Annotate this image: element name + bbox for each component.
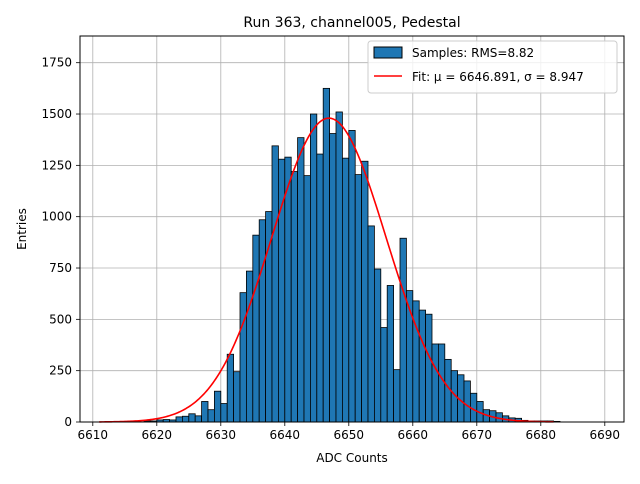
- histogram-bar: [220, 403, 228, 423]
- histogram-bar: [303, 175, 311, 423]
- histogram-bar: [201, 401, 209, 423]
- legend-samples-label: Samples: RMS=8.82: [412, 46, 534, 60]
- y-tick-label: 1000: [41, 210, 72, 224]
- histogram-bar: [373, 268, 382, 423]
- histogram-bar: [341, 157, 350, 423]
- x-tick-label: 6610: [78, 428, 109, 442]
- plot-frame: [79, 35, 625, 423]
- histogram-bar: [399, 237, 407, 423]
- bars-layer: [143, 87, 561, 423]
- legend-fit-label: Fit: μ = 6646.891, σ = 8.947: [412, 70, 584, 84]
- x-tick-label: 6650: [334, 428, 365, 442]
- histogram-bar: [361, 160, 369, 423]
- y-tick-label: 1500: [41, 107, 72, 121]
- histogram-bar: [271, 145, 279, 423]
- histogram-bar: [393, 369, 401, 423]
- x-tick-label: 6630: [206, 428, 237, 442]
- ticks-layer: 6610 6620 6630 6640 6650 6660 6670 6680 6690 0 250…: [41, 56, 620, 442]
- histogram-bar: [418, 309, 427, 423]
- histogram-bar: [265, 211, 273, 423]
- x-tick-label: 6640: [270, 428, 301, 442]
- histogram-bar: [233, 371, 241, 423]
- fit-layer: [99, 117, 554, 423]
- legend: Samples: RMS=8.82 Fit: μ = 6646.891, σ =…: [367, 40, 618, 94]
- histogram-bar: [181, 415, 190, 423]
- histogram-bar: [284, 156, 292, 423]
- x-axis-label: ADC Counts: [316, 451, 388, 465]
- histogram-bar: [245, 270, 254, 423]
- y-tick-label: 1750: [41, 56, 72, 70]
- histogram-bar: [425, 313, 433, 423]
- histogram-bar: [258, 219, 267, 423]
- x-tick-label: 6620: [142, 428, 173, 442]
- histogram-bar: [239, 292, 247, 423]
- gaussian-fit-line: [99, 117, 554, 423]
- histogram-bar: [297, 137, 305, 423]
- y-axis-label: Entries: [15, 208, 29, 250]
- histogram-bar: [194, 415, 202, 423]
- histogram-bar: [175, 416, 183, 423]
- histogram-bar: [437, 343, 446, 423]
- x-tick-label: 6690: [590, 428, 621, 442]
- histogram-bar: [367, 225, 375, 423]
- x-tick-label: 6680: [526, 428, 557, 442]
- histogram-bar: [380, 327, 388, 423]
- histogram-bar: [290, 171, 299, 423]
- histogram-bar: [309, 113, 318, 423]
- y-tick-label: 250: [49, 364, 72, 378]
- y-tick-label: 1250: [41, 158, 72, 172]
- histogram-bar: [335, 111, 343, 423]
- histogram-bar: [463, 380, 471, 423]
- y-tick-label: 0: [64, 415, 72, 429]
- histogram-bar: [316, 153, 324, 423]
- histogram-bar: [322, 87, 331, 423]
- histogram-bar: [188, 413, 196, 423]
- x-tick-label: 6660: [398, 428, 429, 442]
- histogram-bar: [354, 174, 363, 423]
- histogram-bar: [348, 130, 356, 423]
- histogram-bar: [207, 409, 215, 423]
- legend-box: [367, 40, 618, 94]
- histogram-bar: [226, 353, 234, 423]
- histogram-bar: [386, 285, 395, 423]
- histogram-bar: [431, 343, 439, 423]
- y-tick-label: 750: [49, 261, 72, 275]
- x-tick-label: 6670: [462, 428, 493, 442]
- chart-title: Run 363, channel005, Pedestal: [243, 15, 460, 31]
- histogram-bar: [213, 390, 222, 423]
- y-tick-label: 500: [49, 312, 72, 326]
- legend-samples-swatch: [373, 46, 403, 59]
- histogram-bar: [252, 234, 260, 423]
- histogram-bar: [329, 133, 337, 423]
